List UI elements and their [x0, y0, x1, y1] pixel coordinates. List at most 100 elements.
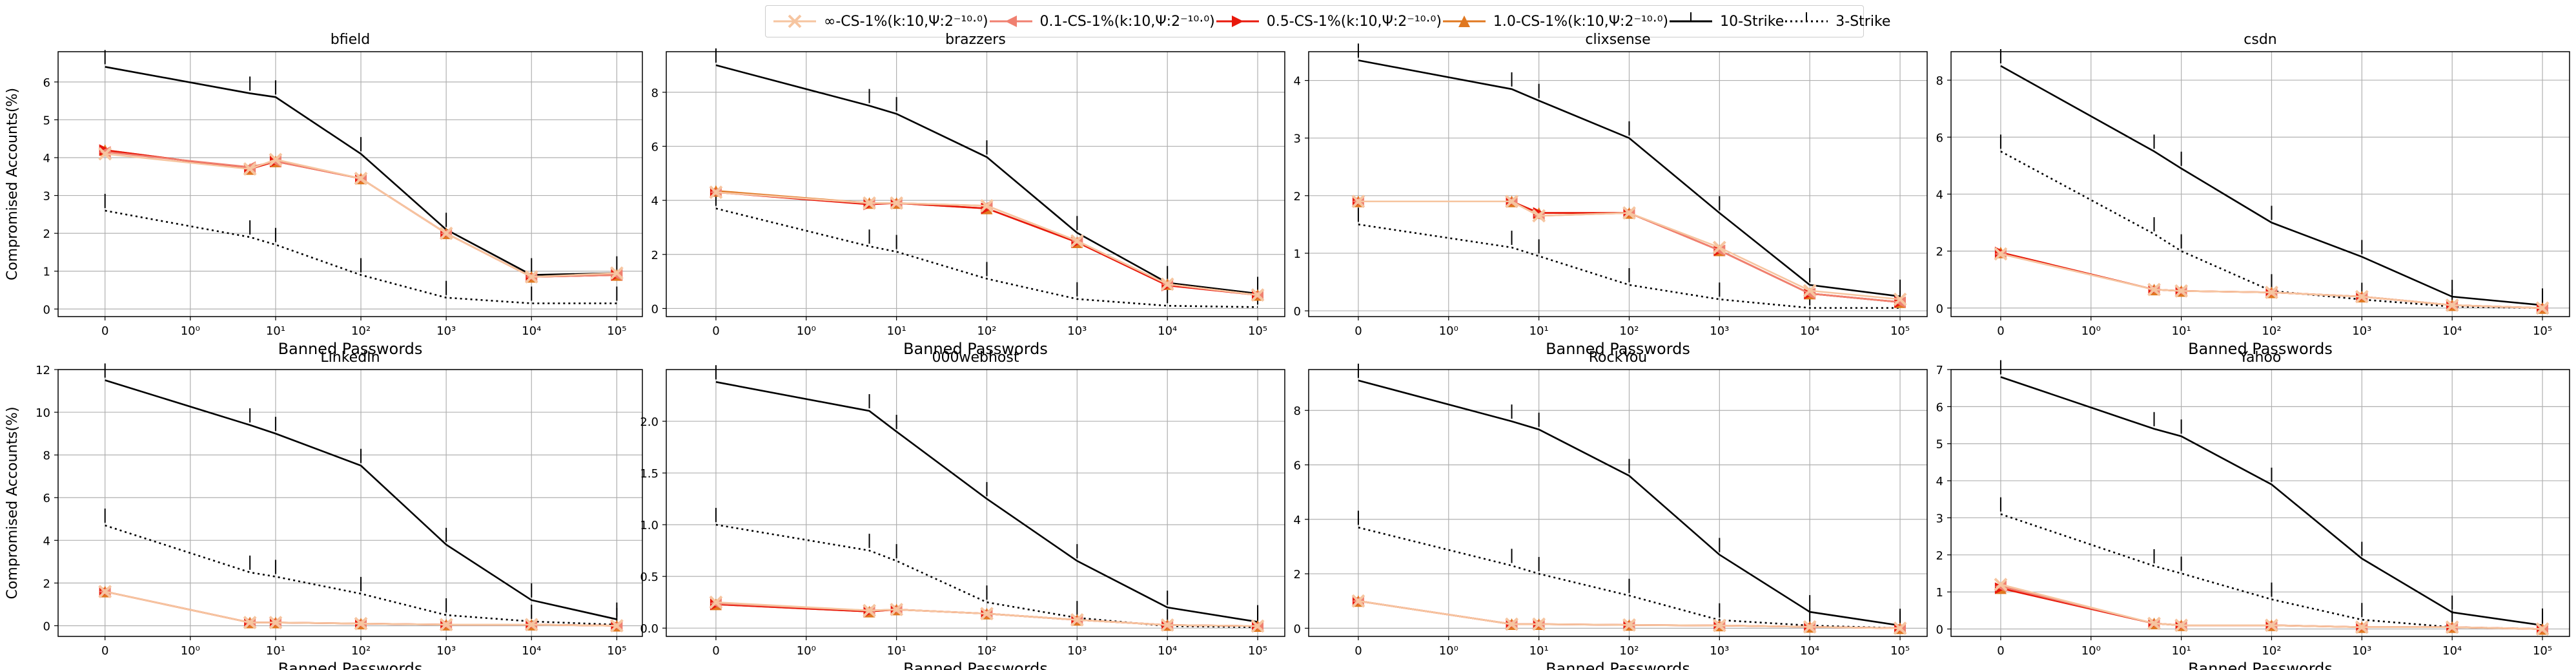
- legend-swatch-p05: [1216, 16, 1259, 27]
- data-point-inf: [2355, 620, 2369, 634]
- data-point-inf: [1251, 288, 1265, 302]
- x-tick-label: 10³: [436, 644, 456, 658]
- legend-label: ∞-CS-1%(k:10,Ψ:2⁻¹⁰·⁰): [824, 13, 988, 30]
- data-point-p01: [269, 155, 281, 167]
- x-tick-label: 0: [101, 324, 108, 338]
- y-tick-label: 2.0: [640, 415, 659, 429]
- x-tick-label: 10⁴: [1158, 324, 1177, 338]
- data-point-inf: [709, 595, 723, 609]
- legend-label: 0.5-CS-1%(k:10,Ψ:2⁻¹⁰·⁰): [1266, 13, 1442, 30]
- x-tick-label: 10⁰: [2081, 324, 2101, 338]
- y-tick-label: 0: [43, 620, 50, 633]
- y-tick-label: 0: [651, 302, 659, 316]
- legend-label: 10-Strike: [1720, 13, 1784, 30]
- data-point-inf: [2535, 301, 2550, 315]
- data-point-inf: [1994, 247, 2008, 261]
- y-tick-label: 12: [36, 364, 50, 377]
- data-point-inf: [439, 226, 453, 240]
- data-point-inf: [1160, 618, 1174, 632]
- subplot-title: csdn: [2244, 32, 2276, 48]
- y-tick-label: 5: [1936, 438, 1943, 452]
- series-line-s10: [2000, 376, 2543, 627]
- y-tick-label: 2: [43, 227, 50, 241]
- y-tick-label: 2: [1294, 190, 1301, 204]
- legend-item-s3: 3-Strike: [1784, 12, 1890, 31]
- x-tick-label: 10⁵: [2533, 324, 2552, 338]
- y-tick-label: 0.0: [640, 622, 659, 636]
- x-tick-label: 10⁴: [2442, 644, 2462, 658]
- data-point-inf: [863, 603, 876, 618]
- subplot-yahoo: 0 1 2 3 4 5 6 7 0 10⁰ 10¹ 10² 10³ 10⁴ 10⁵ Yahoo Banned P…: [1936, 350, 2570, 670]
- data-point-inf: [243, 616, 257, 629]
- data-point-inf: [1351, 594, 1365, 608]
- data-point-inf: [1070, 612, 1084, 627]
- x-tick-label: 10⁵: [1248, 644, 1267, 658]
- x-tick-label: 10²: [977, 324, 996, 338]
- data-point-inf: [1160, 277, 1174, 291]
- data-point-inf: [1505, 194, 1518, 209]
- data-point-inf: [1070, 234, 1084, 248]
- y-tick-label: 1: [1294, 247, 1301, 261]
- data-point-inf: [98, 147, 112, 161]
- data-point-inf: [1803, 620, 1817, 634]
- data-point-inf: [2535, 622, 2550, 636]
- y-tick-label: 4: [43, 152, 50, 165]
- x-tick-label: 10⁵: [607, 324, 626, 338]
- y-tick-label: 4: [1294, 75, 1301, 89]
- y-tick-label: 1: [43, 266, 50, 279]
- y-tick-label: 2: [43, 577, 50, 591]
- data-point-inf: [1351, 194, 1365, 209]
- x-tick-label: 10⁵: [1890, 324, 1910, 338]
- x-tick-label: 10¹: [266, 644, 285, 658]
- plot-area: [1308, 51, 1928, 317]
- subplot-title: clixsense: [1585, 32, 1650, 48]
- x-tick-label: 10³: [1710, 644, 1729, 658]
- data-point-inf: [890, 602, 904, 616]
- x-tick-label: 10³: [436, 324, 456, 338]
- series-line-s3: [1358, 527, 1901, 629]
- y-tick-label: 0: [1294, 305, 1301, 319]
- plot-area: [1950, 369, 2570, 637]
- y-tick-label: 6: [1936, 401, 1943, 414]
- x-tick-label: 10⁰: [181, 324, 200, 338]
- y-tick-label: 3: [1936, 512, 1943, 525]
- x-tick-label: 10³: [1067, 644, 1087, 658]
- x-tick-label: 0: [1354, 644, 1362, 658]
- y-tick-label: 2: [1936, 549, 1943, 563]
- x-tick-label: 10²: [977, 644, 996, 658]
- x-axis-label: Banned Passwords: [278, 340, 423, 358]
- y-tick-label: 4: [651, 194, 659, 208]
- y-tick-label: 0: [1936, 302, 1943, 316]
- series-line-s3: [715, 207, 1258, 308]
- x-axis-label: Banned Passwords: [278, 660, 423, 670]
- x-tick-label: 10³: [2352, 644, 2371, 658]
- data-point-inf: [1893, 292, 1907, 306]
- series-line-s10: [1358, 59, 1901, 298]
- x-axis-label: Banned Passwords: [1546, 340, 1690, 358]
- plot-area: [57, 369, 643, 637]
- data-point-p01: [1994, 580, 2007, 592]
- y-tick-label: 2: [1936, 246, 1943, 259]
- x-tick-label: 10⁰: [1439, 324, 1458, 338]
- data-point-inf: [2174, 284, 2189, 298]
- data-point-p01: [1894, 296, 1906, 308]
- y-tick-label: 6: [651, 140, 659, 154]
- data-point-inf: [524, 618, 538, 632]
- data-point-inf: [1994, 578, 2008, 592]
- x-tick-label: 10³: [1710, 324, 1729, 338]
- plot-area: [57, 51, 643, 317]
- data-point-p01: [611, 269, 623, 281]
- data-point-inf: [439, 618, 453, 632]
- data-point-inf: [2174, 618, 2189, 633]
- x-tick-label: 10⁵: [1248, 324, 1267, 338]
- y-tick-label: 6: [43, 492, 50, 505]
- data-point-inf: [1622, 618, 1636, 632]
- y-tick-label: 0: [43, 303, 50, 317]
- x-tick-label: 10⁰: [797, 324, 816, 338]
- x-tick-label: 10⁴: [522, 324, 541, 338]
- x-tick-label: 10⁰: [2081, 644, 2101, 658]
- subplot-bfield: 0 1 2 3 4 5 6 0 10⁰ 10¹ 10² 10³ 10⁴ 10⁵ bfield Banned P…: [5, 32, 643, 358]
- x-tick-label: 10¹: [266, 324, 285, 338]
- data-point-inf: [2265, 286, 2278, 299]
